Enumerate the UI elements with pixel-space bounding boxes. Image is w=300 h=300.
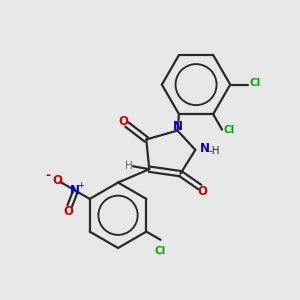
Text: N: N <box>172 120 182 133</box>
Text: Cl: Cl <box>155 246 166 256</box>
Text: O: O <box>198 185 208 198</box>
Text: H: H <box>124 161 132 171</box>
Text: Cl: Cl <box>250 78 261 88</box>
Text: +: + <box>77 181 84 190</box>
Text: O: O <box>118 115 128 128</box>
Text: O: O <box>52 174 62 187</box>
Text: N: N <box>70 184 80 197</box>
Text: N: N <box>200 142 210 155</box>
Text: -H: -H <box>209 146 220 156</box>
Text: O: O <box>63 205 73 218</box>
Text: Cl: Cl <box>224 125 235 135</box>
Text: -: - <box>45 169 50 182</box>
